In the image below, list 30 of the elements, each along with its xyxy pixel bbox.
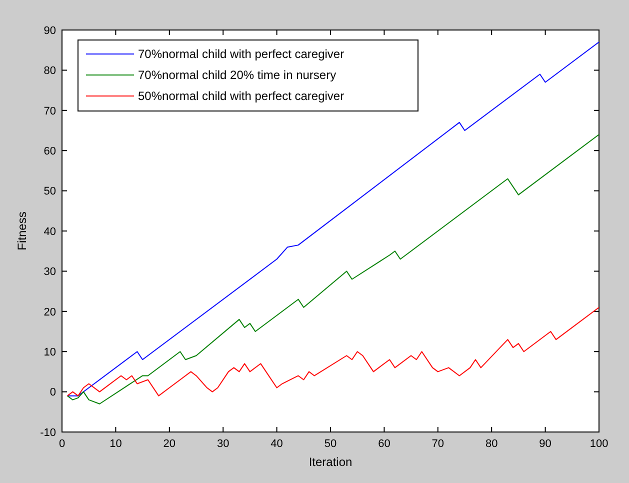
legend-label: 70%normal child 20% time in nursery	[138, 68, 336, 82]
y-tick-label: 10	[44, 346, 56, 358]
y-tick-label: 70	[44, 105, 56, 118]
y-tick-label: 90	[44, 24, 56, 37]
y-tick-label: 60	[44, 145, 56, 158]
y-tick-label: 40	[44, 226, 56, 238]
x-tick-label: 10	[110, 438, 122, 450]
y-tick-label: -10	[40, 426, 56, 439]
y-tick-label: 80	[44, 65, 56, 78]
y-tick-label: 50	[44, 186, 56, 198]
y-tick-label: 0	[50, 386, 56, 399]
line-series	[66, 42, 599, 396]
x-tick-label: 20	[163, 438, 176, 450]
x-tick-label: 100	[590, 438, 608, 450]
x-tick-label: 60	[378, 438, 390, 450]
x-tick-label: 70	[432, 438, 444, 450]
x-tick-label: 30	[216, 438, 230, 450]
line-series	[66, 134, 599, 404]
line-series	[66, 306, 599, 396]
x-axis-title: Iteration	[308, 455, 352, 469]
x-tick-label: 50	[324, 438, 337, 450]
y-axis-title: Fitness	[15, 212, 29, 250]
x-tick-label: 0	[58, 438, 66, 450]
x-tick-label: 90	[539, 438, 552, 450]
y-tick-label: 20	[44, 306, 56, 318]
x-tick-label: 80	[485, 438, 498, 450]
y-tick-label: 30	[44, 266, 56, 278]
x-tick-label: 40	[270, 438, 283, 450]
legend-label: 50%normal child with perfect caregiver	[138, 89, 344, 104]
legend-label: 70%normal child with perfect caregiver	[138, 47, 344, 62]
